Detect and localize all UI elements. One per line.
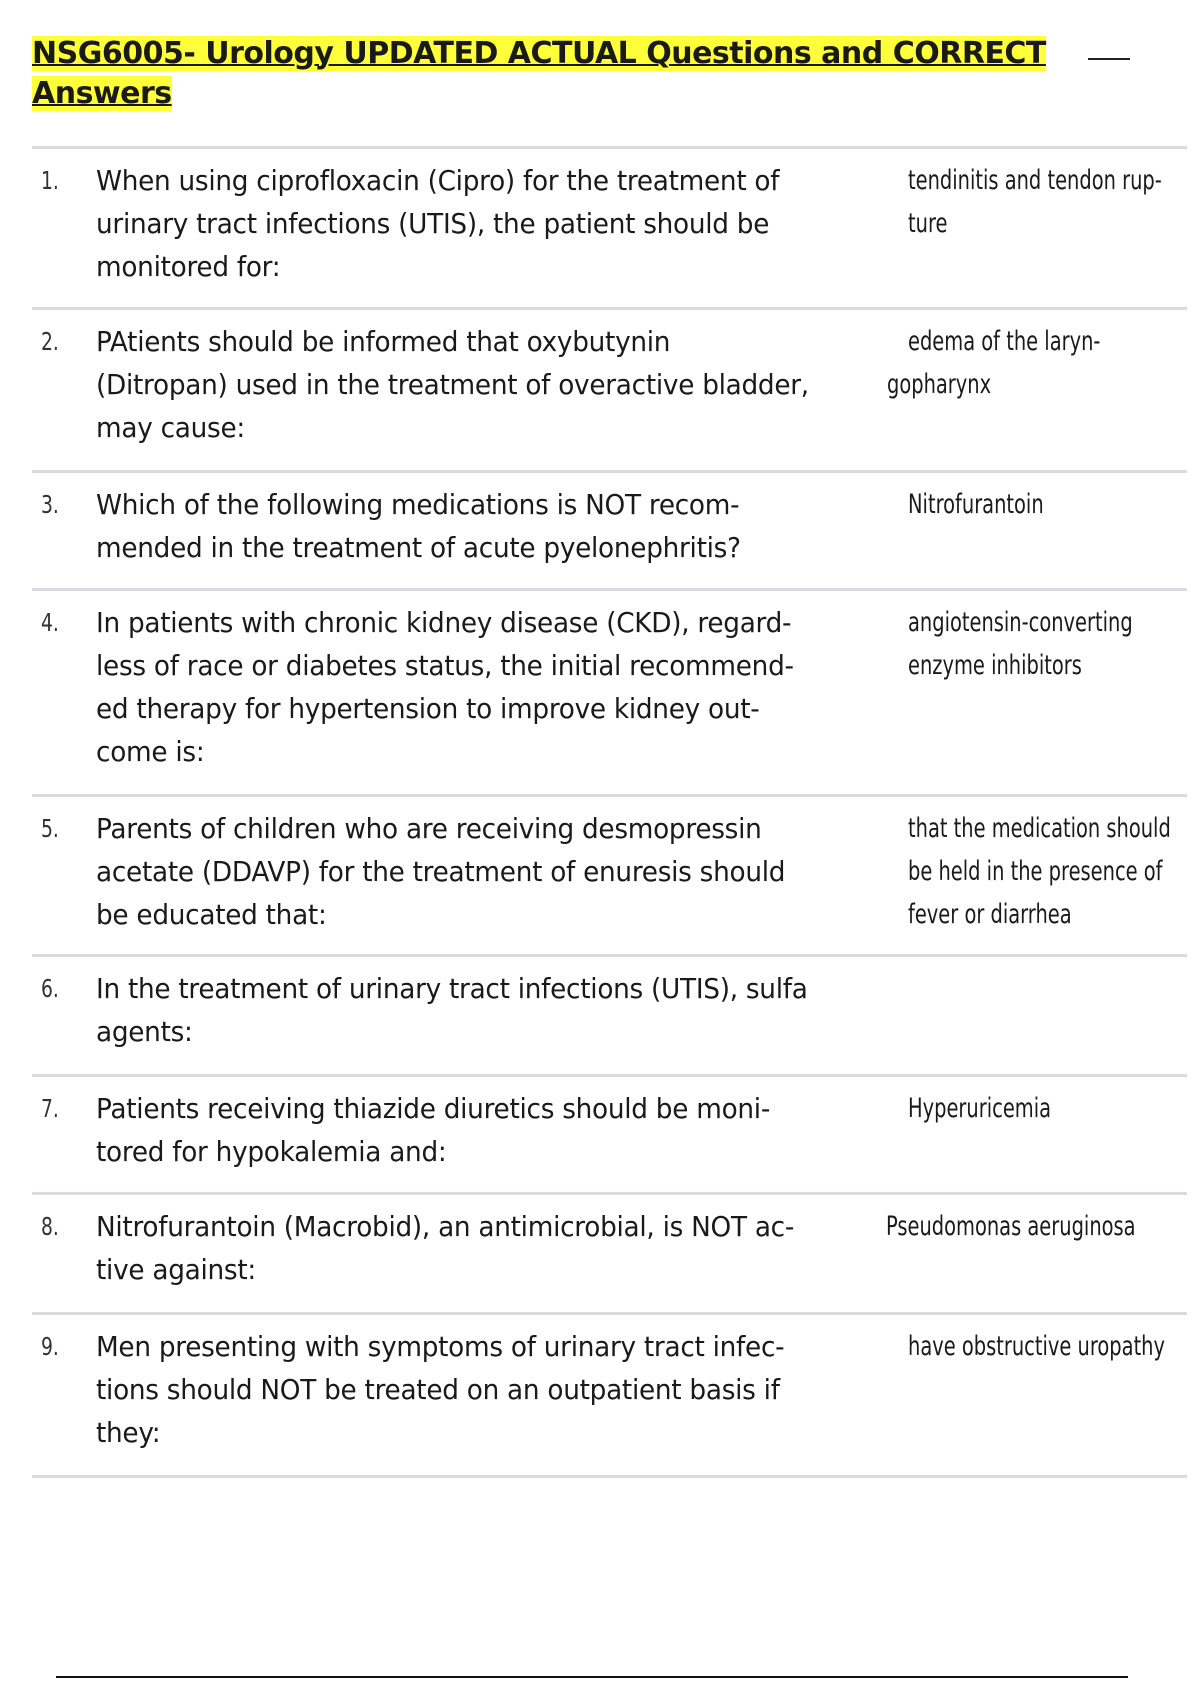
question-line: they: [96,1416,161,1449]
answer-text: have obstructive uropathy [908,1325,1200,1368]
question-number: 5. [41,814,59,843]
answer-line: ture [908,208,948,239]
answer-line: that the medication should [908,813,1171,844]
question-line: urinary tract infections (UTIS), the pat… [96,207,770,240]
question-line: tive against: [96,1253,256,1286]
answer-line: have obstructive uropathy [908,1331,1166,1362]
answer-text: tendinitis and tendon rup-ture [908,159,1200,245]
page-bottom-rule [56,1676,1128,1678]
question-line: tored for hypokalemia and: [96,1135,447,1168]
row-divider [32,146,1187,149]
row-divider [32,1192,1187,1195]
question-line: acetate (DDAVP) for the treatment of enu… [96,855,786,888]
answer-line: gopharynx [887,369,992,400]
question-line: Nitrofurantoin (Macrobid), an antimicrob… [96,1210,795,1243]
question-text: In patients with chronic kidney disease … [96,601,838,773]
question-line: agents: [96,1015,193,1048]
row-divider [32,307,1187,310]
answer-text: angiotensin-converting enzyme inhibitors [908,601,1200,687]
question-line: Which of the following medications is NO… [96,488,740,521]
question-number: 4. [41,608,59,637]
row-divider [32,1312,1187,1315]
question-text: Nitrofurantoin (Macrobid), an antimicrob… [96,1205,839,1291]
question-number: 6. [41,974,59,1003]
question-line: tions should NOT be treated on an outpat… [96,1373,780,1406]
answer-line: enzyme inhibitors [908,650,1082,681]
question-line: come is: [96,735,205,768]
question-line: In patients with chronic kidney disease … [96,606,792,639]
question-line: ed therapy for hypertension to improve k… [96,692,760,725]
answer-line: angiotensin-converting [908,607,1133,638]
question-text: PAtients should be informed that oxybuty… [96,320,854,449]
answer-line: fever or diarrhea [908,899,1072,930]
question-text: When using ciprofloxacin (Cipro) for the… [96,159,823,288]
question-number: 7. [41,1094,59,1123]
answer-line: edema of the laryn- [908,326,1101,357]
question-text: Patients receiving thiazide diuretics sh… [96,1087,813,1173]
question-text: Men presenting with symptoms of urinary … [96,1325,828,1454]
question-line: be educated that: [96,898,327,931]
question-line: may cause: [96,411,245,444]
question-text: Which of the following medications is NO… [96,483,782,569]
answer-line: tendinitis and tendon rup- [908,165,1162,196]
answer-text: Pseudomonas aeruginosa [886,1205,1200,1248]
question-line: PAtients should be informed that oxybuty… [96,325,671,358]
answer-line: be held in the presence of [908,856,1163,887]
row-divider [32,1475,1187,1478]
question-line: Men presenting with symptoms of urinary … [96,1330,785,1363]
question-line: less of race or diabetes status, the ini… [96,649,794,682]
answer-text: Hyperuricemia [908,1087,1107,1130]
row-divider [32,588,1187,591]
question-line: (Ditropan) used in the treatment of over… [96,368,809,401]
answer-line: Hyperuricemia [908,1093,1052,1124]
question-line: When using ciprofloxacin (Cipro) for the… [96,164,780,197]
answer-line: Nitrofurantoin [908,489,1044,520]
document-title: NSG6005- Urology UPDATED ACTUAL Question… [32,34,1046,114]
answer-text: that the medication should be held in the… [908,807,1200,936]
question-number: 1. [41,166,59,195]
row-divider [32,954,1187,957]
question-line: Patients receiving thiazide diuretics sh… [96,1092,771,1125]
question-number: 8. [41,1212,59,1241]
row-divider [32,1074,1187,1077]
title-line-2: Answers [32,76,172,111]
title-dash [1088,58,1130,60]
question-text: Parents of children who are receiving de… [96,807,829,936]
question-number: 3. [41,490,59,519]
question-number: 2. [41,327,59,356]
question-line: mended in the treatment of acute pyelone… [96,531,741,564]
question-number: 9. [41,1332,59,1361]
question-line: In the treatment of urinary tract infect… [96,972,808,1005]
answer-text: Nitrofurantoin [908,483,1096,526]
answer-line: Pseudomonas aeruginosa [886,1211,1136,1242]
answer-text: edema of the laryn-gopharynx [887,320,1175,406]
title-line-1: NSG6005- Urology UPDATED ACTUAL Question… [32,36,1046,71]
row-divider [32,794,1187,797]
question-text: In the treatment of urinary tract infect… [96,967,853,1053]
question-line: monitored for: [96,250,281,283]
question-line: Parents of children who are receiving de… [96,812,762,845]
row-divider [32,470,1187,473]
